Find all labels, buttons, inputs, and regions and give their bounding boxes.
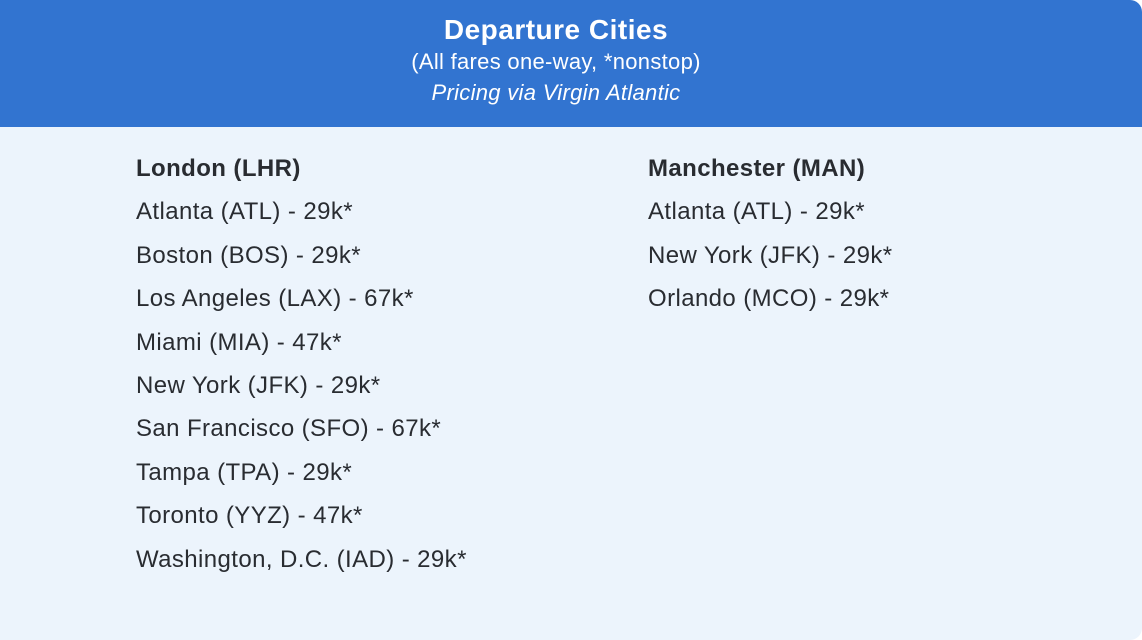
fare-item: Toronto (YYZ) - 47k* xyxy=(136,502,363,530)
fare-item: Atlanta (ATL) - 29k* xyxy=(648,198,865,226)
fares-body: London (LHR) Atlanta (ATL) - 29k* Boston… xyxy=(0,127,1142,640)
fare-item: Miami (MIA) - 47k* xyxy=(136,328,342,356)
fare-item: Los Angeles (LAX) - 67k* xyxy=(136,285,414,313)
fares-column-london: London (LHR) Atlanta (ATL) - 29k* Boston… xyxy=(136,147,467,581)
fare-item: Boston (BOS) - 29k* xyxy=(136,241,362,269)
fares-column-manchester: Manchester (MAN) Atlanta (ATL) - 29k* Ne… xyxy=(648,147,892,321)
fare-item: Atlanta (ATL) - 29k* xyxy=(136,198,353,226)
fare-item: Tampa (TPA) - 29k* xyxy=(136,458,353,486)
fare-item: Orlando (MCO) - 29k* xyxy=(648,285,890,313)
column-heading-london: London (LHR) xyxy=(136,155,301,182)
fare-conditions-subtitle: (All fares one-way, *nonstop) xyxy=(411,49,701,74)
fare-item: Washington, D.C. (IAD) - 29k* xyxy=(136,545,467,573)
pricing-source-note: Pricing via Virgin Atlantic xyxy=(431,80,681,105)
fare-item: New York (JFK) - 29k* xyxy=(648,241,893,269)
page-title: Departure Cities xyxy=(443,14,669,45)
card-header: Departure Cities (All fares one-way, *no… xyxy=(0,0,1142,127)
column-heading-manchester: Manchester (MAN) xyxy=(648,155,866,182)
fare-item: San Francisco (SFO) - 67k* xyxy=(136,415,442,443)
fare-item: New York (JFK) - 29k* xyxy=(136,372,381,400)
